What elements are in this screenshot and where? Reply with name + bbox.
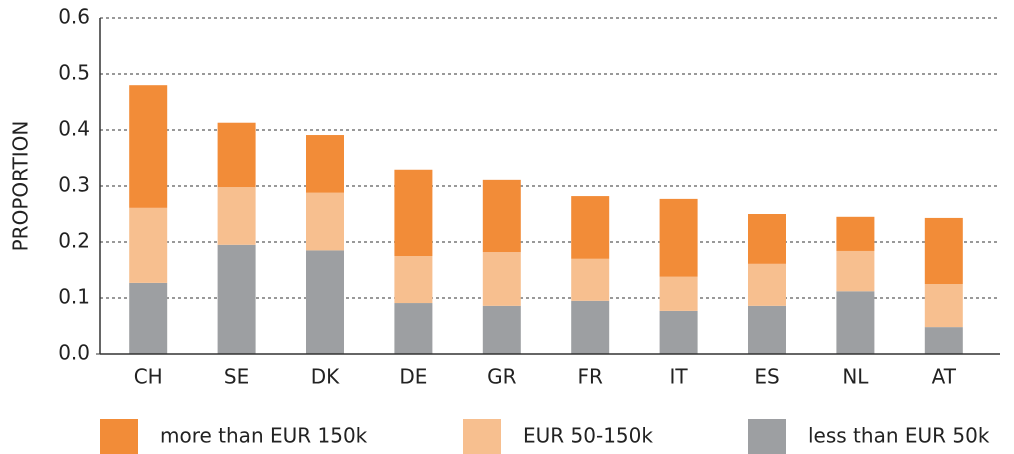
bar-segment (748, 305, 786, 354)
bar-segment (482, 252, 521, 306)
bar-segment (836, 291, 875, 354)
bar-segment (836, 216, 875, 251)
bar-segment (394, 169, 433, 256)
legend-swatch (463, 419, 501, 454)
bar-segment (482, 179, 521, 253)
legend-swatch (748, 419, 786, 454)
bar-segment (217, 122, 256, 188)
bar-segment (306, 135, 344, 193)
bar-segment (217, 187, 256, 245)
y-tick-label: 0.4 (58, 117, 90, 141)
bar-segment (924, 327, 963, 354)
y-tick-label: 0.5 (58, 61, 90, 85)
bar-segment (482, 305, 521, 354)
bar-segment (217, 244, 256, 354)
bar-segment (571, 300, 610, 354)
x-tick-label: SE (224, 365, 249, 389)
bar-segment (659, 276, 698, 311)
bar-segment (129, 85, 168, 208)
x-tick-label: DK (311, 365, 340, 389)
bar-segment (394, 256, 433, 304)
bar-segment (571, 258, 610, 301)
bar-segment (659, 198, 698, 277)
bar-segment (748, 214, 786, 264)
y-axis-label: PROPORTION (9, 121, 33, 252)
bar-segment (129, 282, 168, 354)
legend-label: EUR 50-150k (523, 424, 653, 448)
bar-segment (306, 250, 344, 354)
bar-segment (924, 217, 963, 284)
y-tick-label: 0.3 (58, 173, 90, 197)
bar-segment (571, 196, 610, 259)
y-tick-label: 0.6 (58, 5, 90, 29)
legend-swatch (100, 419, 138, 454)
y-tick-label: 0.0 (58, 341, 90, 365)
x-tick-label: GR (487, 365, 516, 389)
bar-segment (394, 303, 433, 354)
y-tick-label: 0.2 (58, 229, 90, 253)
x-tick-label: IT (670, 365, 689, 389)
x-tick-label: NL (842, 365, 869, 389)
bar-segment (748, 263, 786, 306)
bar-segment (129, 207, 168, 283)
x-tick-label: AT (932, 365, 957, 389)
bar-segment (306, 192, 344, 251)
bar-segment (659, 310, 698, 354)
bar-segment (836, 250, 875, 292)
y-tick-label: 0.1 (58, 285, 90, 309)
legend-label: less than EUR 50k (808, 424, 990, 448)
x-tick-label: CH (134, 365, 163, 389)
bar-segment (924, 284, 963, 328)
x-tick-label: FR (577, 365, 603, 389)
x-tick-label: DE (399, 365, 427, 389)
legend-label: more than EUR 150k (160, 424, 368, 448)
x-tick-label: ES (754, 365, 779, 389)
